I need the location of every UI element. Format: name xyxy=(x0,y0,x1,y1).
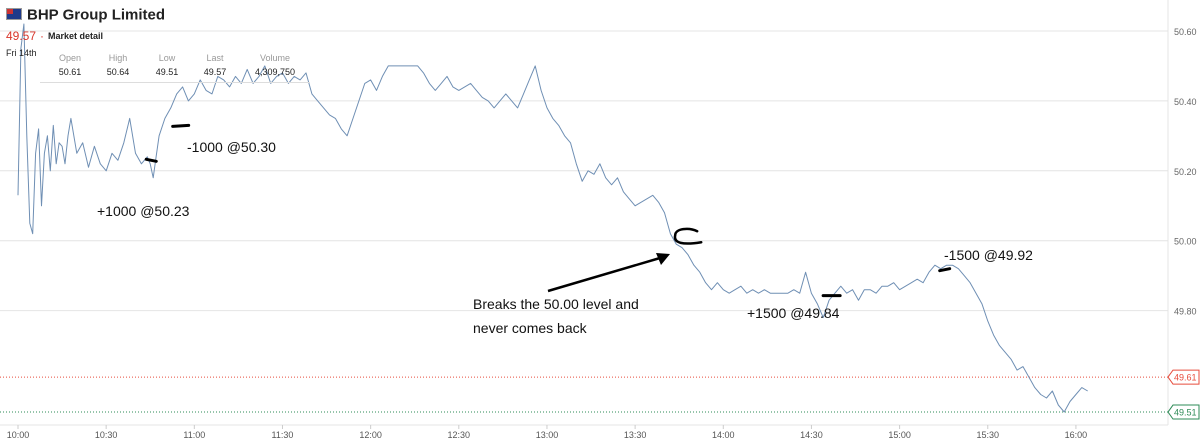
stat-value: 49.51 xyxy=(155,67,179,77)
stat-value: 49.57 xyxy=(203,67,227,77)
x-tick-label: 10:30 xyxy=(95,430,118,440)
y-tick-label: 49.80 xyxy=(1174,307,1197,317)
market-detail-link[interactable]: Market detail xyxy=(48,31,104,41)
session-date: Fri 14th xyxy=(6,48,37,58)
trade-mark xyxy=(938,267,952,273)
price-line: 49.57 · Market detail xyxy=(6,29,103,43)
x-tick-label: 13:30 xyxy=(624,430,647,440)
stat-open: Open 50.61 xyxy=(45,52,95,79)
reference-price-tag xyxy=(1167,369,1200,385)
last-price: 49.57 xyxy=(6,29,37,43)
x-tick-label: 12:30 xyxy=(448,430,471,440)
y-tick-label: 50.40 xyxy=(1174,97,1197,107)
x-tick-label: 11:30 xyxy=(272,430,294,440)
x-tick-label: 14:00 xyxy=(712,430,735,440)
y-tick-label: 50.60 xyxy=(1174,27,1197,37)
x-tick-label: 14:30 xyxy=(800,430,823,440)
annotation-label: -1000 @50.30 xyxy=(187,139,276,155)
x-tick-label: 15:00 xyxy=(888,430,911,440)
trade-mark xyxy=(171,123,191,128)
stat-label: High xyxy=(108,53,128,63)
annotation-label: +1000 @50.23 xyxy=(97,203,190,219)
x-tick-label: 10:00 xyxy=(7,430,30,440)
reference-price-label: 49.51 xyxy=(1174,408,1197,418)
break-circle xyxy=(673,227,703,245)
trade-mark xyxy=(144,157,158,163)
company-title: BHP Group Limited xyxy=(27,6,166,24)
stat-value: 50.64 xyxy=(106,67,130,77)
separator: · xyxy=(40,29,45,43)
annotation-label: Breaks the 50.00 level and xyxy=(473,296,639,312)
annotation-arrow-head xyxy=(656,253,670,265)
stat-label: Last xyxy=(206,53,224,63)
stat-high: High 50.64 xyxy=(93,52,143,79)
stat-label: Volume xyxy=(259,53,291,63)
stat-volume: Volume 4,309,750 xyxy=(245,52,305,79)
x-tick-label: 16:00 xyxy=(1065,430,1088,440)
annotation-label: -1500 @49.92 xyxy=(944,247,1033,263)
stat-label: Low xyxy=(158,53,176,63)
x-tick-label: 11:00 xyxy=(183,430,205,440)
stat-label: Open xyxy=(58,53,82,63)
stat-low: Low 49.51 xyxy=(142,52,192,79)
x-tick-label: 13:00 xyxy=(536,430,559,440)
x-tick-label: 12:00 xyxy=(359,430,382,440)
stats-table: Open 50.61 High 50.64 Low 49.51 Last 49.… xyxy=(40,52,310,83)
reference-price-label: 49.61 xyxy=(1174,373,1197,383)
y-tick-label: 50.20 xyxy=(1174,167,1197,177)
reference-price-tag xyxy=(1167,404,1200,420)
y-tick-label: 50.00 xyxy=(1174,237,1197,247)
stat-value: 50.61 xyxy=(58,67,82,77)
stat-last: Last 49.57 xyxy=(190,52,240,79)
stat-value: 4,309,750 xyxy=(254,67,296,77)
x-tick-label: 15:30 xyxy=(976,430,999,440)
price-line-series xyxy=(17,23,1088,413)
chart-header: BHP Group Limited xyxy=(6,6,165,24)
annotation-arrow-shaft xyxy=(547,256,661,293)
australia-flag-icon xyxy=(6,8,22,20)
annotation-label: never comes back xyxy=(473,320,588,336)
annotation-label: +1500 @49.84 xyxy=(747,305,840,321)
